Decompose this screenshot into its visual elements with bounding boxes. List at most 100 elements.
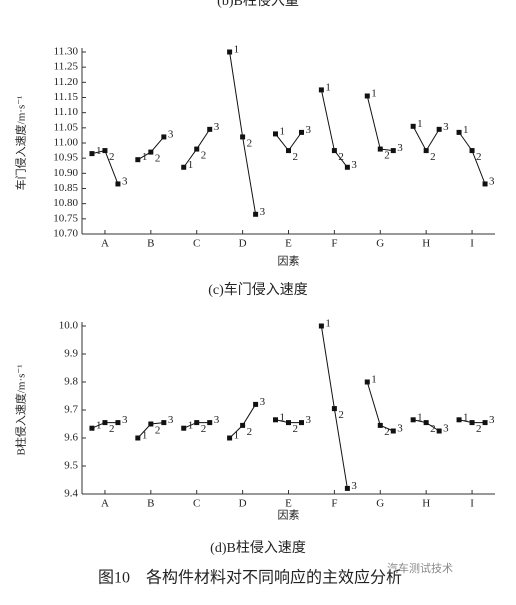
y-tick-label: 9.8: [64, 376, 78, 388]
point: [89, 425, 95, 431]
y-tick-label: 11.10: [54, 106, 79, 118]
point-label: 1: [188, 159, 194, 171]
point-label: 3: [122, 175, 128, 187]
factor-line: [412, 126, 440, 152]
point-label: 2: [155, 153, 161, 165]
point: [318, 87, 324, 93]
point-label: 3: [260, 206, 266, 218]
point: [456, 129, 462, 135]
point: [102, 420, 108, 426]
factor-line: [229, 51, 257, 215]
point: [331, 406, 337, 412]
y-tick-label: 11.15: [54, 91, 79, 103]
x-tick-label: E: [285, 238, 292, 250]
point-label: 2: [430, 151, 436, 163]
x-axis-title: 因素: [278, 255, 300, 268]
x-tick-label: G: [376, 238, 384, 250]
point-label: 2: [155, 425, 161, 437]
y-tick-label: 11.00: [54, 137, 79, 149]
point-label: 2: [338, 409, 344, 421]
point-label: 2: [293, 423, 299, 435]
x-tick-label: D: [239, 498, 247, 510]
x-tick-label: H: [422, 238, 430, 250]
point-label: 1: [96, 420, 102, 432]
point-label: 1: [325, 81, 331, 93]
point-label: 2: [109, 151, 115, 163]
y-tick-label: 10.80: [53, 197, 78, 209]
x-tick-label: G: [376, 498, 384, 510]
x-tick-label: B: [147, 498, 154, 510]
point: [148, 149, 154, 155]
point-label: 1: [142, 430, 148, 442]
point: [89, 151, 95, 157]
y-tick-label: 10.75: [53, 212, 78, 224]
point-label: 1: [325, 318, 331, 330]
point: [482, 420, 488, 426]
point: [318, 323, 324, 329]
point: [253, 401, 259, 407]
point-label: 2: [201, 423, 207, 435]
point: [436, 126, 442, 132]
x-tick-label: C: [193, 238, 200, 250]
point: [207, 126, 213, 132]
point-label: 2: [476, 423, 482, 435]
factor-line: [366, 95, 394, 152]
point-label: 2: [384, 150, 390, 162]
point: [240, 134, 246, 140]
x-tick-label: A: [101, 238, 109, 250]
y-tick-label: 10.70: [53, 228, 78, 240]
point-label: 2: [293, 151, 299, 163]
point: [469, 148, 475, 154]
point: [299, 129, 304, 135]
point-label: 2: [476, 151, 482, 163]
point-label: 3: [122, 414, 128, 426]
y-tick-label: 10.90: [53, 167, 78, 179]
y-tick-label: 11.30: [54, 46, 79, 58]
point: [286, 420, 291, 426]
y-tick-label: 9.6: [64, 432, 78, 444]
point: [344, 164, 350, 170]
point-label: 3: [489, 175, 495, 187]
point: [364, 379, 370, 385]
figure-caption: 图10 各构件材料对不同响应的主效应分析: [98, 568, 402, 587]
x-tick-label: I: [470, 238, 474, 250]
point-label: 3: [397, 142, 403, 154]
point-label: 3: [489, 414, 495, 426]
x-tick-label: H: [422, 498, 430, 510]
point-label: 1: [234, 430, 240, 442]
point-label: 2: [247, 137, 253, 149]
x-tick-label: F: [331, 498, 337, 510]
point: [240, 422, 246, 428]
point-label: 3: [443, 121, 449, 133]
point: [194, 146, 200, 152]
y-tick-label: 10.95: [53, 152, 78, 164]
point-label: 3: [168, 414, 174, 426]
point: [253, 211, 259, 217]
y-tick-label: 10.85: [53, 182, 78, 194]
point: [115, 420, 121, 426]
x-tick-label: D: [239, 238, 247, 250]
point-label: 1: [280, 411, 286, 423]
y-tick-label: 9.4: [64, 488, 78, 500]
point-label: 3: [214, 414, 220, 426]
y-tick-label: 10.0: [59, 320, 79, 332]
x-tick-label: C: [193, 498, 200, 510]
x-tick-label: F: [331, 238, 337, 250]
caption: (d)B柱侵入速度: [210, 539, 306, 556]
point-label: 1: [463, 124, 469, 136]
y-axis-title: 车门侵入速度/m·s⁻¹: [14, 96, 28, 191]
point: [482, 181, 488, 187]
point-label: 3: [214, 121, 220, 133]
point: [102, 148, 108, 154]
point-label: 2: [201, 150, 207, 162]
point: [456, 417, 462, 423]
point: [377, 422, 383, 428]
point: [377, 146, 383, 152]
point-label: 3: [260, 396, 266, 408]
point-label: 1: [96, 145, 102, 157]
point-label: 3: [351, 159, 357, 171]
point-label: 1: [371, 88, 377, 100]
y-tick-label: 11.05: [54, 121, 79, 133]
y-axis-title: B柱侵入速度/m·s⁻¹: [14, 365, 28, 456]
x-axis-title: 因素: [278, 509, 300, 522]
